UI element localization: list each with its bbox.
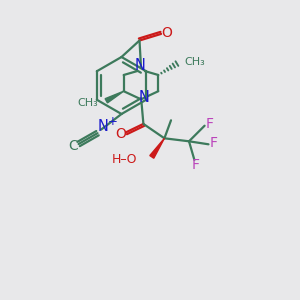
Text: F: F [210, 136, 218, 150]
Text: F: F [192, 158, 200, 172]
Text: O: O [116, 128, 126, 141]
Text: O: O [161, 26, 172, 40]
Text: CH₃: CH₃ [77, 98, 98, 108]
Text: F: F [206, 117, 214, 131]
Text: C: C [68, 139, 78, 153]
Polygon shape [105, 91, 124, 103]
Text: +: + [108, 115, 117, 128]
Text: N: N [98, 119, 108, 134]
Polygon shape [150, 138, 164, 158]
Text: CH₃: CH₃ [184, 57, 205, 67]
Text: H–O: H–O [112, 153, 137, 167]
Text: N: N [139, 90, 149, 105]
Text: N: N [135, 58, 146, 73]
